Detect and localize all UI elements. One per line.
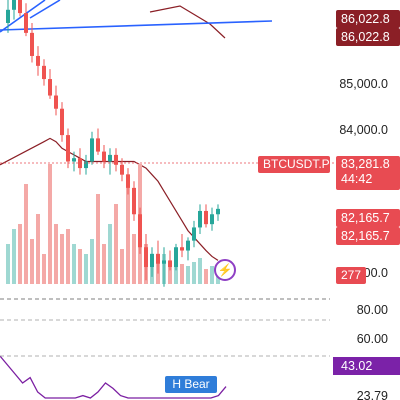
volume-bar — [54, 224, 58, 284]
candle-body — [18, 0, 22, 14]
rsi-tick-80: 80.00 — [356, 303, 388, 317]
price-tick-85000: 85,000.0 — [339, 77, 388, 91]
volume-bar — [66, 229, 70, 284]
volume-bar — [48, 164, 52, 284]
low-price-tag-1: 82,165.7 — [336, 209, 400, 227]
volume-bar — [60, 234, 64, 284]
candle-body — [150, 253, 154, 268]
volume-bar — [174, 259, 178, 284]
volume-bar — [180, 264, 184, 284]
candle-body — [60, 108, 64, 136]
volume-bar — [186, 266, 190, 284]
last-price-value: 83,281.8 — [341, 157, 390, 171]
candle-countdown: 44:42 — [341, 172, 373, 186]
volume-bar — [210, 266, 214, 284]
volume-bar — [132, 234, 136, 284]
candle-body — [72, 158, 76, 162]
rsi-line — [0, 355, 227, 399]
candle-body — [192, 227, 196, 241]
candle-body — [162, 260, 166, 264]
candle-body — [126, 174, 130, 188]
volume-bar — [42, 254, 46, 284]
candle-body — [102, 151, 106, 162]
bolt-icon[interactable]: ⚡ — [214, 259, 236, 281]
candle-body — [198, 210, 202, 228]
volume-bar — [108, 224, 112, 284]
candle-body — [12, 0, 16, 10]
candle-body — [174, 247, 178, 268]
volume-bar — [90, 239, 94, 284]
volume-bar — [30, 239, 34, 284]
volume-bar — [18, 224, 22, 284]
candle-body — [114, 154, 118, 165]
volume-bar — [198, 258, 202, 284]
volume-bar — [36, 214, 40, 284]
rsi-tick-min: 23.79 — [356, 389, 388, 400]
volume-bar — [72, 244, 76, 284]
candle-body — [180, 247, 184, 251]
candle-body — [210, 214, 214, 225]
volume-bar — [24, 184, 28, 284]
hidden-bearish-signal[interactable]: H Bear — [165, 376, 217, 393]
volume-bar — [168, 262, 172, 284]
trendline-rising-2 — [29, 0, 61, 19]
volume-bar — [12, 229, 16, 284]
candle-body — [168, 260, 172, 268]
volume-bar — [204, 269, 208, 284]
candle-body — [48, 79, 52, 96]
candle-body — [30, 32, 34, 56]
candle-body — [24, 13, 28, 33]
candle-body — [144, 247, 148, 268]
volume-bar — [78, 249, 82, 284]
volume-tag: 277 — [336, 267, 366, 284]
candle-body — [84, 161, 88, 169]
volume-bar — [96, 194, 100, 284]
low-price-tag-2: 82,165.7 — [336, 227, 400, 245]
candle-body — [108, 154, 112, 162]
volume-bar — [192, 262, 196, 284]
volume-bar — [126, 174, 130, 284]
symbol-tag: BTCUSDT.P — [258, 156, 330, 173]
candle-body — [216, 208, 220, 215]
candle-body — [36, 55, 40, 66]
trendline-horizontal — [0, 20, 273, 31]
candle-body — [120, 164, 124, 175]
candle-body — [6, 9, 10, 23]
candle-body — [186, 240, 190, 251]
candle-body — [42, 65, 46, 80]
rsi-value-tag: 43.02 — [333, 357, 400, 375]
candle-body — [66, 135, 70, 162]
candle-body — [90, 138, 94, 162]
volume-bar — [102, 244, 106, 284]
volume-bar — [120, 249, 124, 284]
volume-bar — [6, 244, 10, 284]
candle-body — [204, 210, 208, 225]
last-price-tag: 83,281.8 44:42 — [336, 156, 400, 190]
candle-body — [156, 253, 160, 264]
high-price-tag-1: 86,022.8 — [336, 10, 400, 28]
price-tick-84000: 84,000.0 — [339, 123, 388, 137]
candle-body — [96, 138, 100, 152]
candle-body — [132, 187, 136, 215]
candle-body — [138, 214, 142, 248]
rsi-tick-60: 60.00 — [356, 332, 388, 346]
high-price-tag-2: 86,022.8 — [336, 28, 400, 46]
volume-bar — [84, 254, 88, 284]
candle-body — [54, 95, 58, 109]
upper-band-line — [149, 5, 226, 39]
volume-bar — [114, 204, 118, 284]
